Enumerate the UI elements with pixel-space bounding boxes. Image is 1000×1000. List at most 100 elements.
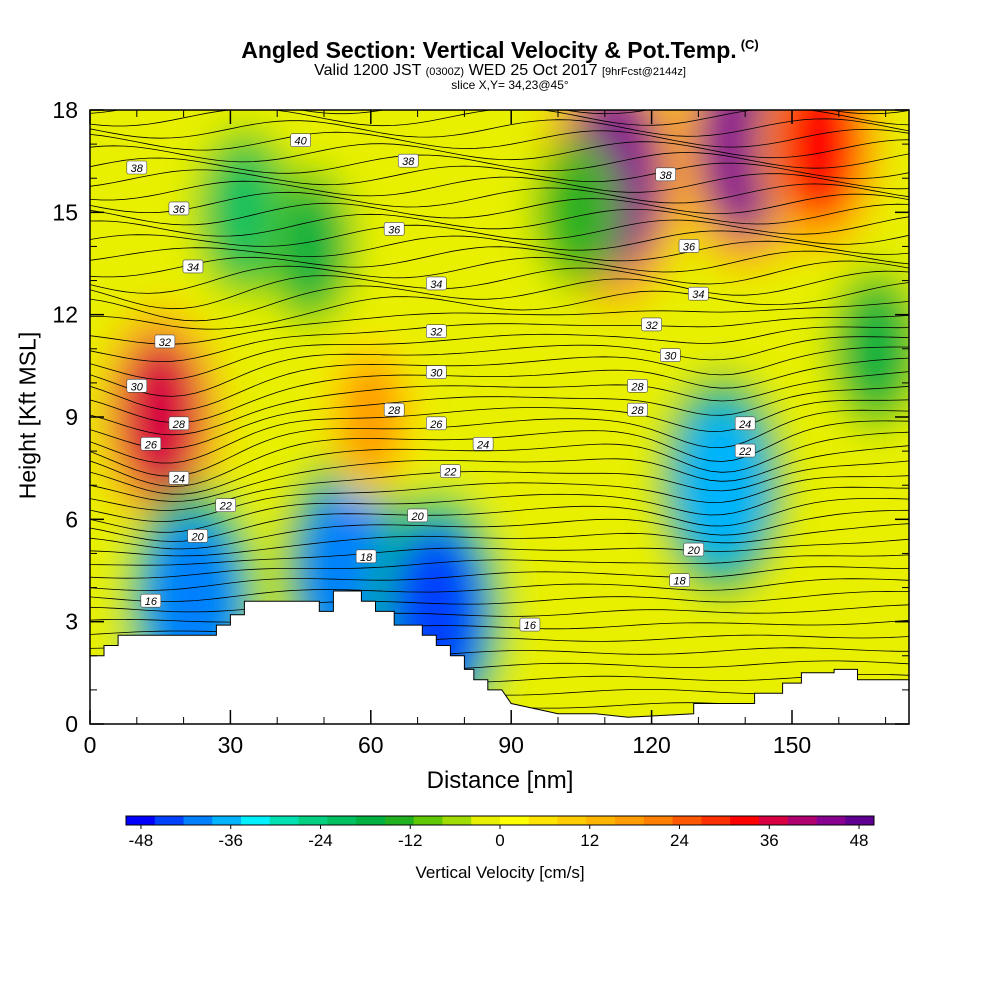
colorbar-tick-label: 12 — [580, 831, 599, 850]
colorbar-swatch — [413, 816, 443, 825]
isentrope-line — [90, 590, 909, 613]
isentrope-label: 24 — [734, 416, 756, 431]
isentrope-label-text: 22 — [443, 467, 456, 479]
isentrope-line — [90, 385, 909, 449]
isentrope-line — [90, 509, 909, 550]
isentrope-label: 28 — [168, 416, 190, 431]
isentrope-label: 30 — [660, 348, 681, 363]
velocity-cell — [211, 150, 278, 275]
colorbar-swatch — [730, 816, 760, 825]
isentrope-label-text: 24 — [738, 419, 751, 431]
isentrope-label: 26 — [426, 416, 447, 431]
isentrope-label: 38 — [397, 153, 419, 168]
isentrope-line — [90, 554, 909, 579]
velocity-cell — [117, 335, 204, 499]
valid-date: WED 25 Oct 2017 — [468, 62, 598, 79]
isentrope-label-text: 20 — [410, 511, 424, 523]
isentrope-line — [90, 128, 909, 151]
isentrope-line — [90, 260, 909, 310]
isentrope-line — [90, 578, 909, 602]
colorbar-swatch — [126, 816, 156, 825]
colorbar: -48 -36 -24 -12 0 12 24 36 48 — [125, 815, 875, 850]
isentrope-line — [90, 604, 909, 623]
copyright-mark: (C) — [740, 37, 759, 53]
isentrope-label: 40 — [290, 133, 311, 148]
y-tick-label: 12 — [52, 302, 78, 328]
isentrope-label-text: 26 — [144, 439, 158, 451]
x-tick-label: 90 — [498, 732, 524, 758]
y-tick-label: 0 — [65, 711, 78, 737]
colorbar-swatch — [615, 816, 645, 825]
forecast-info: [9hrFcst@2144z] — [601, 66, 686, 78]
colorbar-swatch — [528, 816, 559, 825]
isentrope-line — [90, 336, 909, 397]
valid-zulu: (0300Z) — [425, 66, 465, 78]
isentrope-line — [90, 409, 909, 477]
isentrope-label-text: 22 — [219, 501, 232, 513]
isentrope-label-text: 22 — [738, 446, 751, 458]
chart-title: Angled Section: Vertical Velocity & Pot.… — [0, 37, 1000, 64]
isentrope-label-text: 34 — [430, 279, 442, 291]
isentrope-label: 36 — [168, 201, 190, 216]
colorbar-tick-label: -36 — [218, 831, 243, 850]
isentrope-line — [90, 497, 909, 542]
colorbar-swatch — [327, 816, 357, 825]
y-tick-label: 15 — [52, 199, 78, 225]
colorbar-tick-label: 0 — [495, 831, 504, 850]
colorbar-swatch — [500, 816, 530, 825]
isentrope-line — [90, 523, 909, 557]
velocity-cell — [547, 156, 607, 268]
isentrope-line — [90, 151, 909, 174]
isentrope-label: 38 — [126, 160, 148, 175]
isentrope-line — [90, 326, 909, 381]
isentrope-label-text: 30 — [430, 368, 443, 380]
isentrope-label: 34 — [182, 259, 204, 274]
velocity-cell — [337, 355, 404, 479]
isentrope-line — [90, 183, 909, 214]
isentrope-line — [90, 420, 909, 487]
isentrope-line — [90, 240, 909, 278]
isentrope-label-text: 32 — [430, 327, 442, 339]
isentrope-label-text: 26 — [429, 419, 443, 431]
isentrope-line — [90, 399, 909, 464]
colorbar-swatch — [442, 816, 472, 825]
isentrope-line — [90, 538, 909, 566]
isentrope-label-text: 28 — [172, 419, 186, 431]
isentrope-line — [90, 486, 909, 533]
colorbar-swatch — [672, 816, 702, 825]
isentrope-label-text: 16 — [145, 596, 158, 608]
colorbar-tick-label: 36 — [760, 831, 779, 850]
isentrope-label-text: 20 — [191, 531, 205, 543]
isentrope-label: 22 — [734, 443, 756, 458]
isentrope-label: 22 — [440, 464, 461, 479]
x-axis-label: Distance [nm] — [426, 767, 574, 794]
isentrope-label-text: 38 — [660, 170, 673, 182]
y-axis-label: Height [Kft MSL] — [14, 331, 41, 500]
colorbar-swatch — [845, 816, 875, 825]
isentrope-label-text: 36 — [173, 204, 186, 216]
isentrope-label-text: 36 — [388, 224, 401, 236]
y-tick-label: 9 — [65, 404, 78, 430]
isentrope-label-text: 18 — [674, 576, 687, 588]
isentrope-line — [90, 203, 909, 237]
x-tick-label: 60 — [358, 732, 384, 758]
isentrope-line — [90, 216, 909, 247]
isentrope-label-text: 20 — [687, 545, 701, 557]
isentrope-label: 28 — [627, 402, 648, 417]
isentrope-label: 34 — [688, 286, 709, 301]
isentrope-label: 30 — [126, 378, 148, 393]
colorbar-swatch — [356, 816, 386, 825]
isentrope-line — [90, 250, 909, 294]
colorbar-swatch — [816, 816, 846, 825]
colorbar-tick-label: -12 — [398, 831, 423, 850]
terrain-mask — [89, 590, 910, 725]
isentrope-line — [90, 346, 909, 411]
colorbar-swatch — [758, 816, 789, 825]
isentrope-label-text: 28 — [387, 405, 401, 417]
x-tick-label: 120 — [632, 732, 670, 758]
isentrope-label-text: 36 — [683, 241, 696, 253]
colorbar-label: Vertical Velocity [cm/s] — [415, 863, 585, 882]
isentrope-label-text: 30 — [664, 351, 677, 363]
